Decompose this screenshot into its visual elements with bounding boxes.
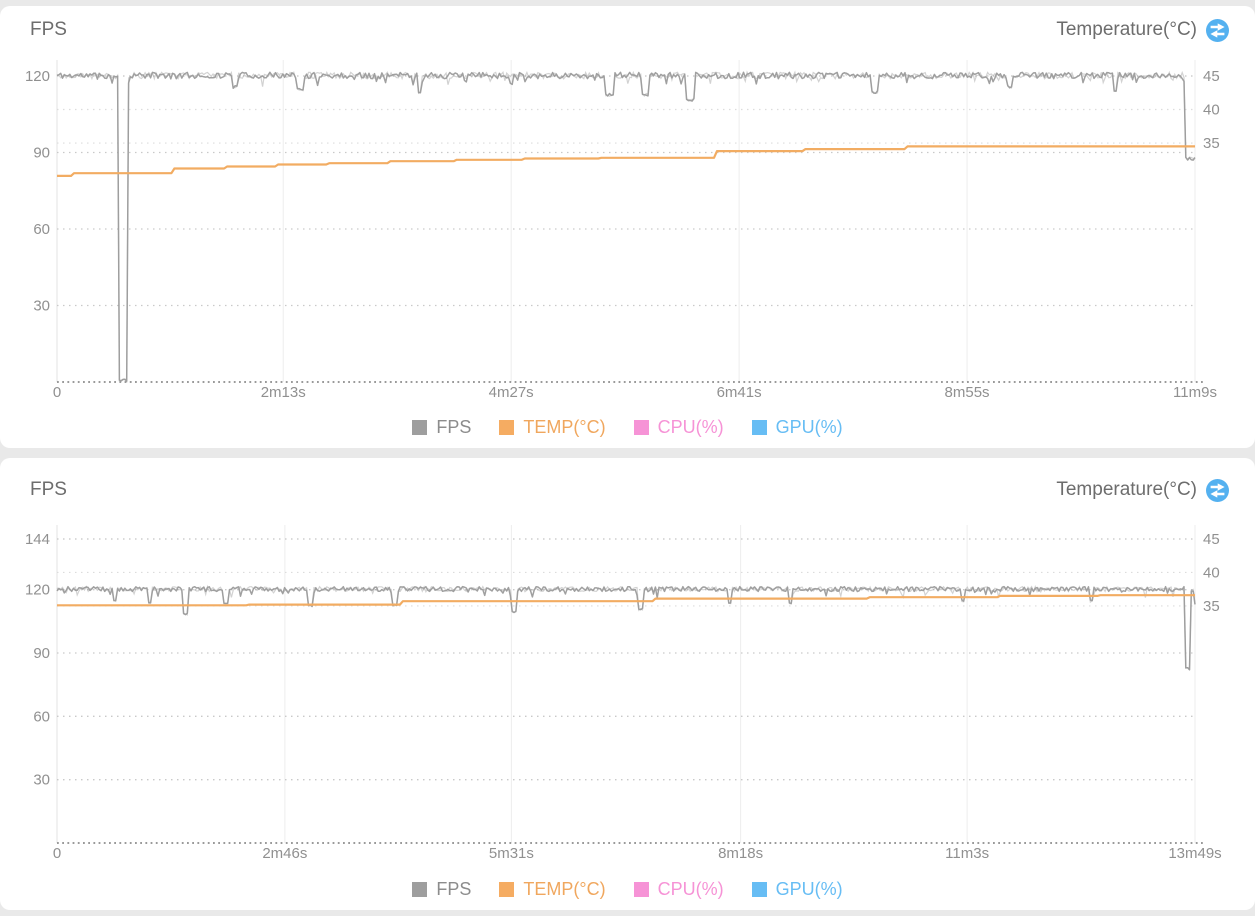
fps-legend-swatch: [412, 420, 428, 435]
temperature-series-line: [57, 594, 1195, 607]
x-axis-tick-label: 0: [53, 845, 61, 862]
right-axis-title: Temperature(°C): [1056, 479, 1197, 500]
fps-legend-swatch: [412, 882, 428, 897]
left-axis-title: FPS: [30, 19, 67, 40]
left-axis-tick-label: 120: [25, 68, 50, 85]
legend-item-gpu[interactable]: GPU(%): [751, 879, 843, 900]
x-axis-tick-label: 4m27s: [489, 384, 534, 401]
right-axis-tick-label: 40: [1203, 102, 1220, 119]
x-axis-tick-label: 6m41s: [717, 384, 762, 401]
legend-item-cpu[interactable]: CPU(%): [633, 879, 724, 900]
performance-chart-card-1: FPS Temperature(°C) 120 90 60 30 45 40 35 0 2m13…: [0, 6, 1255, 448]
left-axis-tick-label: 60: [33, 221, 50, 238]
legend-item-cpu[interactable]: CPU(%): [633, 417, 724, 438]
chart-legend: FPS TEMP(°C) CPU(%) GPU(%): [0, 417, 1255, 438]
gpu-legend-swatch: [751, 420, 767, 435]
fps-temperature-chart: 120 90 60 30 45 40 35 0 2m13s 4m27s 6m41s 8m55s 11m9…: [25, 60, 1220, 401]
right-axis-tick-label: 35: [1203, 598, 1220, 615]
x-axis-tick-label: 0: [53, 384, 61, 401]
x-axis-tick-label: 8m55s: [945, 384, 990, 401]
chart-legend: FPS TEMP(°C) CPU(%) GPU(%): [0, 879, 1255, 900]
legend-item-fps[interactable]: FPS: [412, 879, 471, 900]
fps-temperature-chart: 144 120 90 60 30 45 40 35 0 2m46s 5m31s 8m18s 11m3s 1…: [25, 525, 1222, 862]
x-axis-tick-label: 5m31s: [489, 845, 534, 862]
x-axis-tick-label: 13m49s: [1168, 845, 1221, 862]
left-axis-tick-label: 144: [25, 531, 50, 548]
left-axis-tick-label: 30: [33, 772, 50, 789]
legend-item-fps[interactable]: FPS: [412, 417, 471, 438]
cpu-legend-label: CPU(%): [657, 879, 724, 899]
left-axis-title: FPS: [30, 479, 67, 500]
left-axis-tick-label: 90: [33, 145, 50, 162]
swap-axis-button[interactable]: [1206, 478, 1229, 502]
temp-legend-swatch: [499, 882, 515, 897]
gpu-legend-label: GPU(%): [775, 879, 843, 899]
left-axis-tick-label: 120: [25, 582, 50, 599]
gpu-legend-swatch: [751, 882, 767, 897]
cpu-legend-swatch: [633, 420, 649, 435]
temp-legend-swatch: [499, 420, 515, 435]
gpu-legend-label: GPU(%): [775, 417, 843, 437]
cpu-legend-swatch: [633, 882, 649, 897]
right-axis-header: Temperature(°C): [1056, 478, 1229, 502]
legend-item-temp[interactable]: TEMP(°C): [499, 417, 606, 438]
left-axis-tick-label: 90: [33, 645, 50, 662]
x-axis-tick-label: 8m18s: [718, 845, 763, 862]
swap-axis-button[interactable]: [1206, 18, 1229, 42]
performance-chart-card-2: FPS Temperature(°C) 144 120 90 60 30 45 40 35 0 2…: [0, 458, 1255, 910]
swap-horizontal-icon: [1206, 18, 1229, 42]
temp-legend-label: TEMP(°C): [523, 879, 606, 899]
left-axis-tick-label: 30: [33, 298, 50, 315]
x-axis-tick-label: 11m3s: [945, 845, 989, 862]
legend-item-temp[interactable]: TEMP(°C): [499, 879, 606, 900]
fps-series-line: [56, 585, 1196, 671]
legend-item-gpu[interactable]: GPU(%): [751, 417, 843, 438]
right-axis-tick-label: 45: [1203, 531, 1220, 548]
right-axis-header: Temperature(°C): [1056, 18, 1229, 42]
right-axis-title: Temperature(°C): [1056, 19, 1197, 40]
temperature-series-line: [57, 145, 1195, 177]
right-axis-tick-label: 40: [1203, 564, 1220, 581]
x-axis-tick-label: 11m9s: [1173, 384, 1217, 401]
right-axis-tick-label: 45: [1203, 68, 1220, 85]
left-axis-tick-label: 60: [33, 708, 50, 725]
fps-series-line-shadow: [56, 70, 1196, 383]
x-axis-tick-label: 2m46s: [262, 845, 307, 862]
temp-legend-label: TEMP(°C): [523, 417, 606, 437]
right-axis-tick-label: 35: [1203, 135, 1220, 152]
fps-legend-label: FPS: [436, 417, 472, 437]
fps-series-line: [56, 71, 1196, 382]
cpu-legend-label: CPU(%): [657, 417, 724, 437]
fps-legend-label: FPS: [436, 879, 472, 899]
x-axis-tick-label: 2m13s: [261, 384, 306, 401]
swap-horizontal-icon: [1206, 478, 1229, 502]
